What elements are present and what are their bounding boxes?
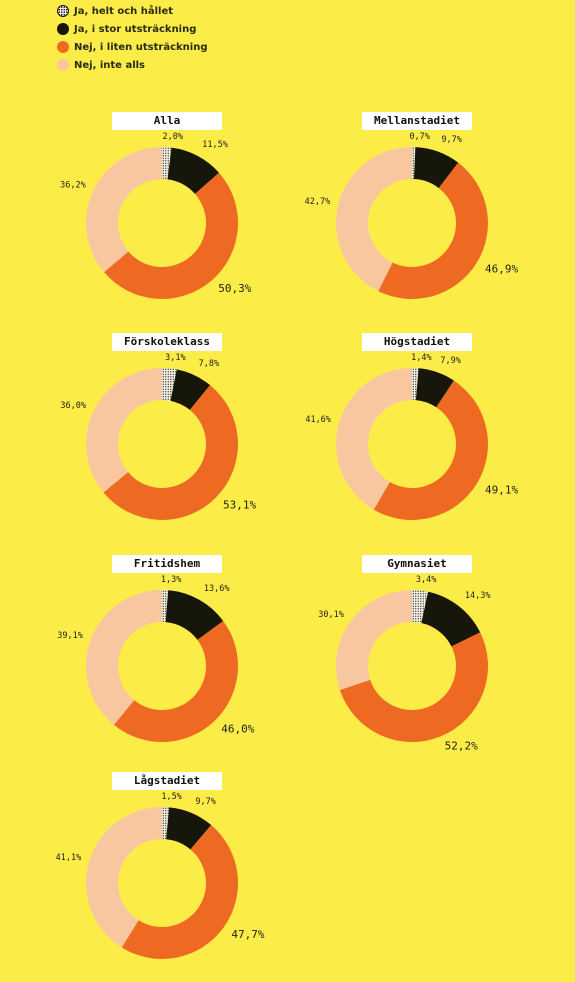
data-label-inte: 39,1%	[57, 631, 83, 641]
chart-title: Fritidshem	[112, 555, 222, 573]
data-label-helt: 1,3%	[161, 575, 181, 585]
data-label-stor: 11,5%	[202, 140, 228, 150]
data-label-stor: 14,3%	[465, 591, 491, 601]
data-label-helt: 0,7%	[409, 132, 429, 142]
donut-panel-hogstadiet: Högstadiet 1,4% 7,9% 49,1% 41,6%	[305, 333, 547, 543]
data-label-inte: 36,2%	[60, 181, 86, 191]
donut-segment-liten	[104, 172, 238, 299]
data-label-helt: 3,4%	[416, 575, 436, 585]
donut-panel-fritidshem: Fritidshem 1,3% 13,6% 46,0% 39,1%	[57, 555, 297, 765]
donut-segment-helt	[412, 368, 419, 401]
donut-segment-helt	[412, 147, 416, 180]
chart-title: Alla	[112, 112, 222, 130]
legend-item-helt: Ja, helt och hållet	[57, 2, 208, 20]
donut-segment-liten	[373, 380, 488, 520]
chart-title: Högstadiet	[362, 333, 472, 351]
donut-chart-hogstadiet: 1,4% 7,9% 49,1% 41,6%	[305, 353, 519, 520]
donut-segment-stor	[170, 369, 211, 410]
donut-chart-mellanstadiet: 0,7% 9,7% 46,9% 42,7%	[305, 132, 519, 299]
data-label-liten: 46,9%	[485, 262, 518, 275]
data-label-liten: 53,1%	[223, 499, 256, 512]
data-label-helt: 1,5%	[161, 792, 181, 802]
data-label-stor: 13,6%	[204, 584, 230, 594]
chart-title: Lågstadiet	[112, 772, 222, 790]
data-label-liten: 46,0%	[221, 722, 254, 735]
donut-segment-stor	[415, 368, 454, 408]
donut-chart-fritidshem: 1,3% 13,6% 46,0% 39,1%	[57, 575, 255, 742]
donut-segment-liten	[113, 620, 238, 742]
data-label-liten: 47,7%	[231, 928, 264, 941]
donut-segment-liten	[378, 162, 488, 299]
donut-segment-liten	[121, 825, 238, 959]
donut-segment-inte	[86, 147, 162, 273]
data-label-liten: 49,1%	[485, 483, 518, 496]
data-label-helt: 3,1%	[165, 353, 185, 363]
donut-segment-stor	[166, 807, 212, 850]
donut-segment-helt	[162, 147, 172, 180]
legend-swatch-orange	[57, 41, 69, 53]
donut-chart-lagstadiet: 1,5% 9,7% 47,7% 41,1%	[56, 792, 265, 959]
donut-segment-inte	[336, 147, 412, 292]
donut-segment-stor	[165, 590, 224, 640]
chart-title: Gymnasiet	[362, 555, 472, 573]
data-label-inte: 30,1%	[318, 610, 344, 620]
data-label-liten: 52,2%	[445, 740, 478, 753]
legend-label: Ja, i stor utsträckning	[74, 23, 197, 35]
data-label-stor: 9,7%	[195, 797, 215, 807]
legend-item-stor: Ja, i stor utsträckning	[57, 20, 208, 38]
donut-segment-liten	[339, 632, 488, 742]
legend: Ja, helt och hållet Ja, i stor utsträckn…	[57, 2, 208, 74]
legend-swatch-peach	[57, 59, 69, 71]
donut-segment-stor	[413, 147, 459, 189]
legend-item-liten: Nej, i liten utsträckning	[57, 38, 208, 56]
donut-segment-helt	[162, 807, 170, 840]
data-label-stor: 7,8%	[199, 359, 219, 369]
data-label-inte: 42,7%	[305, 197, 331, 207]
legend-swatch-dotted	[57, 5, 69, 17]
legend-swatch-black	[57, 23, 69, 35]
data-label-inte: 36,0%	[60, 401, 86, 411]
donut-panel-forskoleklass: Förskoleklass 3,1% 7,8% 53,1% 36,0%	[57, 333, 297, 543]
donut-panel-lagstadiet: Lågstadiet 1,5% 9,7% 47,7% 41,1%	[56, 772, 297, 982]
donut-segment-liten	[103, 385, 238, 520]
data-label-inte: 41,1%	[56, 853, 82, 863]
data-label-inte: 41,6%	[305, 415, 331, 425]
donut-segment-stor	[167, 147, 220, 194]
donut-segment-inte	[86, 590, 162, 725]
donut-segment-helt	[162, 590, 169, 623]
chart-title: Förskoleklass	[112, 333, 222, 351]
donut-chart-alla: 2,0% 11,5% 50,3% 36,2%	[60, 132, 252, 299]
donut-segment-inte	[86, 807, 162, 948]
donut-segment-stor	[421, 591, 481, 647]
legend-label: Ja, helt och hållet	[74, 5, 174, 17]
donut-segment-inte	[336, 590, 412, 690]
data-label-stor: 7,9%	[440, 356, 460, 366]
data-label-helt: 1,4%	[411, 353, 431, 363]
donut-panel-gymnasiet: Gymnasiet 3,4% 14,3% 52,2% 30,1%	[307, 555, 547, 765]
donut-segment-helt	[162, 368, 177, 401]
donut-segment-inte	[336, 368, 412, 510]
donut-segment-inte	[85, 368, 162, 493]
legend-label: Nej, i liten utsträckning	[74, 41, 208, 53]
legend-item-inte: Nej, inte alls	[57, 56, 208, 74]
chart-title: Mellanstadiet	[362, 112, 472, 130]
donut-chart-gymnasiet: 3,4% 14,3% 52,2% 30,1%	[318, 575, 491, 753]
donut-panel-mellanstadiet: Mellanstadiet 0,7% 9,7% 46,9% 42,7%	[305, 112, 547, 322]
donut-chart-forskoleklass: 3,1% 7,8% 53,1% 36,0%	[60, 353, 256, 520]
data-label-helt: 2,0%	[163, 132, 183, 142]
donut-segment-helt	[412, 590, 429, 624]
donut-panel-alla: Alla 2,0% 11,5% 50,3% 36,2%	[57, 112, 297, 322]
legend-label: Nej, inte alls	[74, 59, 146, 71]
data-label-liten: 50,3%	[218, 282, 251, 295]
data-label-stor: 9,7%	[441, 135, 461, 145]
